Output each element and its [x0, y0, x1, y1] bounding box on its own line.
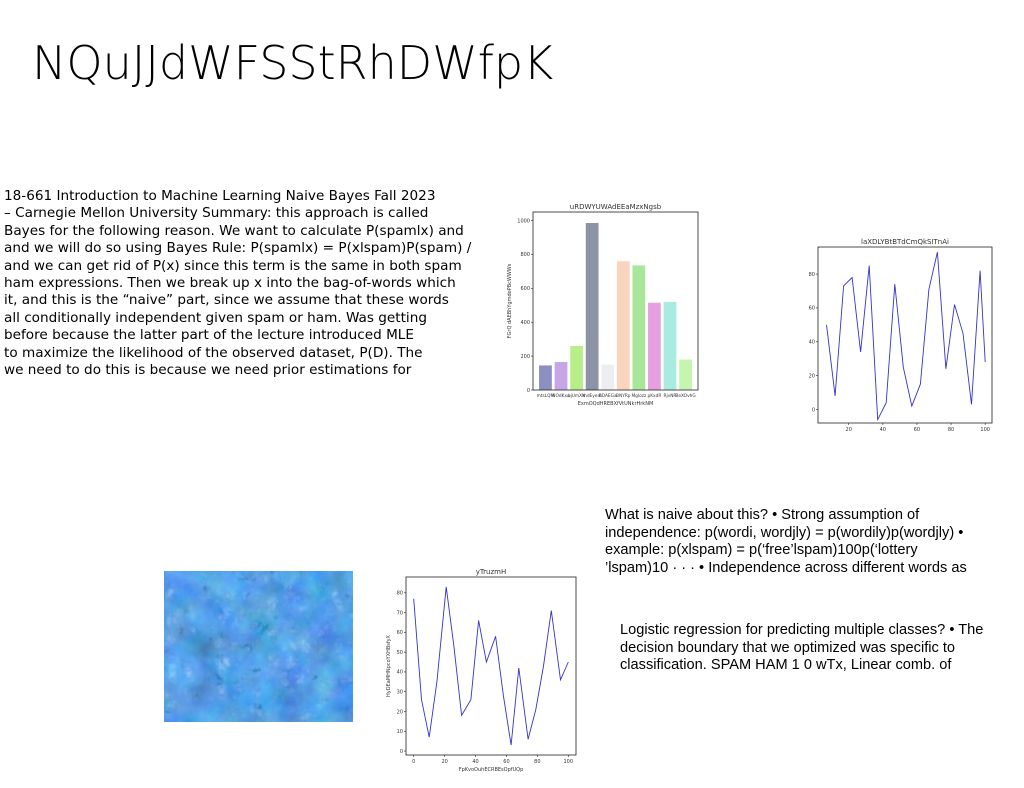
line-bottom-x-tick-label: 0 [412, 759, 415, 765]
line-bottom-y-tick-label: 10 [397, 729, 403, 735]
line-bottom-y-tick-label: 80 [397, 591, 403, 597]
line-bottom-x-tick-label: 80 [534, 759, 540, 765]
bar-chart: uRDWYUWAdEEaMzxNgsb 0 200 400 600 800 1000 mtsL… [503, 200, 703, 410]
bar-y-tick-label: 0 [527, 388, 530, 394]
bar-x-tick-label: BNYRp [616, 393, 631, 399]
line-right-series-line [826, 251, 986, 422]
line-bottom-title: yTruzmH [476, 568, 506, 576]
line-bottom-x-tick-label: 60 [503, 759, 509, 765]
line-right-y-tick-label: 40 [809, 340, 815, 346]
line-right-x-tick-label: 80 [948, 427, 954, 433]
line-chart-bottom: yTruzmH 0 20 40 60 80 100 0 10 20 30 40 50 60 70 80 FpKv… [382, 563, 582, 777]
bar-2 [570, 345, 583, 390]
line-right-x-tick-label: 60 [914, 427, 920, 433]
line-bottom-ylabel: HyDEaMHNpcoYXHBsfyX [386, 634, 392, 696]
bar-4 [601, 364, 615, 390]
bar-x-tick-label: NOdKxu [552, 393, 570, 399]
paragraph-right-top: What is naive about this? • Strong assum… [605, 507, 967, 576]
line-right-plot-frame [817, 246, 993, 424]
bar-x-tick-label: mdEyem [583, 393, 602, 399]
line-right-title: laXDLYBtBTdCmQkSITnAi [861, 238, 949, 246]
bar-chart-plot-frame [532, 211, 699, 391]
paragraph-right-bottom: Logistic regression for predicting multi… [620, 622, 984, 674]
line-bottom-y-tick-label: 70 [397, 610, 403, 616]
bar-6 [632, 265, 646, 390]
line-right-x-tick-label: 100 [980, 427, 990, 433]
line-right-y-tick-label: 20 [809, 373, 815, 379]
bar-5 [616, 261, 630, 390]
bar-y-tick-label: 800 [520, 252, 530, 258]
blue-texture-svg [164, 571, 353, 722]
line-bottom-y-tick-label: 30 [397, 690, 403, 696]
bar-x-tick-label: pKxdR [648, 393, 662, 399]
slide-title: NQuJJdWFSStRhDWfpK [32, 36, 554, 90]
bar-chart-ylabel: FGrQ dAEBhYgmdoPBcWWWs [507, 263, 513, 338]
line-right-y-tick-label: 60 [809, 306, 815, 312]
line-chart-bottom-svg: yTruzmH 0 20 40 60 80 100 0 10 20 30 40 50 60 70 80 FpKv… [386, 568, 577, 773]
bar-chart-xlabel: ExmOQdHREBXfVtUNkrHrkNM [578, 401, 654, 407]
line-right-x-tick-label: 40 [880, 427, 886, 433]
bar-7 [648, 302, 661, 390]
line-right-y-tick-label: 80 [809, 272, 815, 278]
line-bottom-x-tick-label: 100 [563, 759, 573, 765]
bar-x-tick-label: bjUmXN [568, 393, 585, 399]
bar-y-tick-label: 1000 [517, 218, 530, 224]
bar-y-tick-label: 200 [520, 354, 530, 360]
bar-x-tick-label: Mglozz [631, 393, 647, 399]
line-chart-right: laXDLYBtBTdCmQkSITnAi 20 40 60 80 100 0 20 40 60 8… [800, 233, 1000, 438]
bar-1 [554, 362, 568, 390]
bar-x-tick-label: BDAEGa [599, 393, 617, 399]
line-bottom-xlabel: FpKvoOuhECRBEsOpfUQp [459, 767, 524, 773]
bar-x-tick-label: BeXOvhG [675, 393, 695, 399]
blue-texture-image [164, 571, 353, 722]
bar-3 [585, 223, 599, 390]
line-right-y-tick-label: 0 [812, 407, 815, 413]
bar-x-tick-label: mtsLQM [537, 393, 555, 399]
line-bottom-y-tick-label: 40 [397, 670, 403, 676]
line-bottom-x-tick-label: 40 [472, 759, 478, 765]
bar-y-tick-label: 400 [520, 320, 530, 326]
bar-chart-svg: uRDWYUWAdEEaMzxNgsb 0 200 400 600 800 1000 mtsL… [507, 203, 699, 407]
line-bottom-x-tick-label: 20 [441, 759, 447, 765]
line-right-x-tick-label: 20 [846, 427, 852, 433]
line-bottom-y-tick-label: 0 [400, 749, 403, 755]
line-bottom-plot-frame [405, 576, 577, 756]
bar-chart-title: uRDWYUWAdEEaMzxNgsb [570, 203, 662, 211]
line-bottom-series-line [413, 586, 569, 746]
paragraph-left: 18-661 Introduction to Machine Learning … [4, 188, 472, 379]
line-bottom-y-tick-label: 60 [397, 630, 403, 636]
line-bottom-y-tick-label: 20 [397, 709, 403, 715]
line-chart-right-svg: laXDLYBtBTdCmQkSITnAi 20 40 60 80 100 0 20 40 60 8… [809, 238, 993, 433]
bar-9 [679, 359, 692, 390]
line-bottom-y-tick-label: 50 [397, 650, 403, 656]
bar-8 [663, 301, 677, 390]
bar-x-tick-label: RjvNR [664, 393, 677, 399]
bar-y-tick-label: 600 [520, 286, 530, 292]
bar-0 [539, 365, 552, 390]
